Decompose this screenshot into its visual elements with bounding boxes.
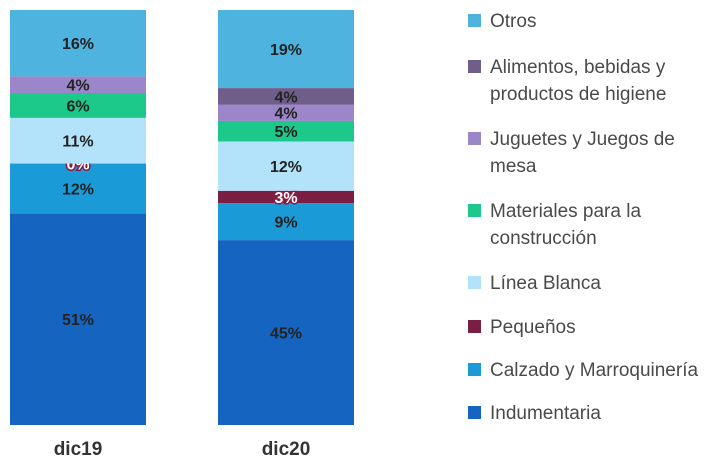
category-label-dic19: dic19 — [54, 439, 103, 460]
legend-swatch-indumentaria — [468, 406, 481, 419]
legend-swatch-otros — [468, 14, 481, 27]
legend-item-calzado: Calzado y Marroquinería — [468, 357, 698, 384]
bar-segment-dic20-indumentaria — [218, 240, 354, 425]
bar-segment-dic19-juguetes-y-juegos-de-mesa — [10, 76, 146, 93]
legend-item-linea-blanca: Línea Blanca — [468, 270, 601, 297]
legend-swatch-calzado — [468, 363, 481, 376]
bar-segment-dic20-alimentos-bebidas-y-productos-de-higiene — [218, 88, 354, 105]
data-label-dic19-linea-blanca: 11% — [62, 134, 93, 151]
bar-segment-dic19-linea-blanca — [10, 117, 146, 164]
legend-item-pequenos: Pequeños — [468, 314, 576, 341]
legend-item-alimentos: Alimentos, bebidas y productos de higien… — [468, 54, 666, 108]
legend-label-pequenos: Pequeños — [490, 317, 576, 338]
data-label-dic20-pequenos: 3% — [274, 190, 297, 207]
data-label-dic19-otros: 16% — [62, 36, 94, 53]
bar-segment-dic19-indumentaria — [10, 213, 146, 425]
bar-segment-dic20-juguetes-y-juegos-de-mesa — [218, 104, 354, 121]
data-label-dic20-otros: 19% — [270, 42, 302, 59]
legend-swatch-alimentos — [468, 60, 481, 73]
data-label-dic20-indumentaria: 45% — [270, 326, 302, 343]
legend-swatch-pequenos — [468, 320, 481, 333]
bar-segment-dic20-calzado-y-marroquineria — [218, 203, 354, 241]
stacked-bar-chart: 51%12%0%11%6%4%16%dic1945%9%3%12%5%4%4%1… — [10, 10, 354, 460]
category-label-dic20: dic20 — [262, 439, 311, 460]
legend-item-indumentaria: Indumentaria — [468, 400, 601, 427]
data-label-dic19-materiales-para-la-construccion: 6% — [66, 98, 89, 115]
data-label-dic19-indumentaria: 51% — [62, 312, 94, 329]
legend-label-linea-blanca: Línea Blanca — [490, 273, 601, 294]
data-label-dic20-alimentos-bebidas-y-productos-de-higiene: 4% — [274, 89, 297, 106]
legend-label-alimentos: Alimentos, bebidas y productos de higien… — [490, 57, 667, 105]
bar-segment-dic19-materiales-para-la-construccion — [10, 93, 146, 118]
legend-swatch-juguetes — [468, 132, 481, 145]
data-label-dic20-linea-blanca: 12% — [270, 159, 302, 176]
legend-label-calzado: Calzado y Marroquinería — [490, 360, 699, 381]
bar-segment-dic19-calzado-y-marroquineria — [10, 163, 146, 214]
data-label-dic20-juguetes-y-juegos-de-mesa: 4% — [274, 106, 297, 123]
legend-swatch-linea-blanca — [468, 276, 481, 289]
data-label-dic20-calzado-y-marroquineria: 9% — [274, 215, 297, 232]
legend-label-otros: Otros — [490, 11, 537, 32]
bar-segment-dic20-materiales-para-la-construccion — [218, 120, 354, 142]
bar-segment-dic20-pequenos — [218, 190, 354, 204]
legend-label-juguetes: Juguetes y Juegos de mesa — [490, 129, 675, 177]
legend-label-materiales: Materiales para la construcción — [490, 201, 642, 249]
bar-segment-dic19-otros — [10, 10, 146, 77]
data-label-dic20-materiales-para-la-construccion: 5% — [274, 124, 297, 141]
legend-item-materiales: Materiales para la construcción — [468, 198, 641, 252]
legend-item-juguetes: Juguetes y Juegos de mesa — [468, 126, 675, 180]
legend-label-indumentaria: Indumentaria — [490, 403, 601, 424]
bar-segment-dic20-linea-blanca — [218, 141, 354, 191]
legend-item-otros: Otros — [468, 8, 536, 35]
data-label-dic19-juguetes-y-juegos-de-mesa: 4% — [66, 78, 89, 95]
data-label-dic19-calzado-y-marroquineria: 12% — [62, 181, 94, 198]
bar-segment-dic20-otros — [218, 10, 354, 89]
legend-swatch-materiales — [468, 204, 481, 217]
